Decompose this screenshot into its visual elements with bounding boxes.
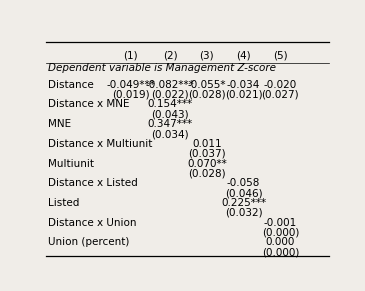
- Text: (0.037): (0.037): [188, 149, 226, 159]
- Text: (4): (4): [236, 51, 251, 61]
- Text: (0.046): (0.046): [225, 188, 262, 198]
- Text: 0.000: 0.000: [266, 237, 295, 247]
- Text: (0.021): (0.021): [225, 90, 262, 100]
- Text: (0.000): (0.000): [262, 228, 299, 238]
- Text: -0.082***: -0.082***: [146, 80, 195, 90]
- Text: Distance: Distance: [49, 80, 94, 90]
- Text: -0.055*: -0.055*: [188, 80, 226, 90]
- Text: -0.020: -0.020: [264, 80, 297, 90]
- Text: MNE: MNE: [49, 119, 72, 129]
- Text: 0.011: 0.011: [192, 139, 222, 149]
- Text: 0.347***: 0.347***: [147, 119, 193, 129]
- Text: Listed: Listed: [49, 198, 80, 208]
- Text: 0.225***: 0.225***: [221, 198, 266, 208]
- Text: Distance x Listed: Distance x Listed: [49, 178, 138, 188]
- Text: (5): (5): [273, 51, 288, 61]
- Text: (0.028): (0.028): [188, 168, 226, 178]
- Text: (3): (3): [200, 51, 214, 61]
- Text: (0.022): (0.022): [151, 90, 189, 100]
- Text: Multiunit: Multiunit: [49, 159, 95, 168]
- Text: (0.043): (0.043): [151, 109, 189, 119]
- Text: (0.027): (0.027): [262, 90, 299, 100]
- Text: (0.019): (0.019): [112, 90, 149, 100]
- Text: (0.000): (0.000): [262, 247, 299, 257]
- Text: Distance x Union: Distance x Union: [49, 218, 137, 228]
- Text: -0.034: -0.034: [227, 80, 260, 90]
- Text: (0.028): (0.028): [188, 90, 226, 100]
- Text: Distance x MNE: Distance x MNE: [49, 100, 130, 109]
- Text: 0.070**: 0.070**: [187, 159, 227, 168]
- Text: -0.058: -0.058: [227, 178, 260, 188]
- Text: -0.001: -0.001: [264, 218, 297, 228]
- Text: -0.049***: -0.049***: [106, 80, 155, 90]
- Text: (1): (1): [123, 51, 138, 61]
- Text: (2): (2): [163, 51, 177, 61]
- Text: Dependent variable is Management Z-score: Dependent variable is Management Z-score: [49, 63, 276, 73]
- Text: Union (percent): Union (percent): [49, 237, 130, 247]
- Text: 0.154***: 0.154***: [147, 100, 193, 109]
- Text: (0.032): (0.032): [225, 208, 262, 218]
- Text: Distance x Multiunit: Distance x Multiunit: [49, 139, 153, 149]
- Text: (0.034): (0.034): [151, 129, 189, 139]
